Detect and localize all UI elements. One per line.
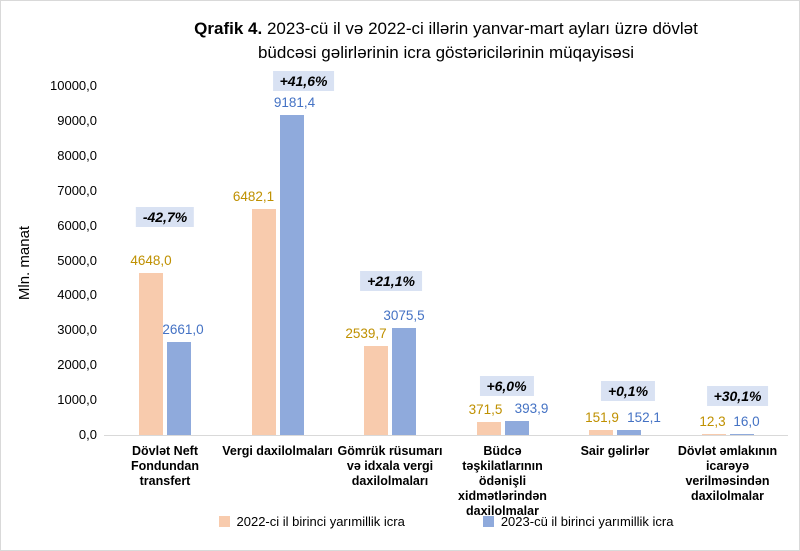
change-badge-cat2: +41,6% — [272, 71, 335, 91]
category-label-3: Gömrük rüsumarı və idxala vergi daxilolm… — [337, 444, 443, 488]
y-tick-label: 5000,0 — [57, 252, 97, 268]
value-label-series2-cat1: 2661,0 — [162, 322, 204, 337]
bar-series1-cat4 — [476, 422, 501, 435]
bar-series2-cat3 — [392, 328, 416, 435]
chart-title-line1: Qrafik 4. 2023-cü il və 2022-ci illərin … — [104, 17, 788, 41]
change-badge-cat5: +0,1% — [600, 381, 656, 401]
chart-title-prefix: Qrafik 4. — [194, 19, 263, 38]
y-tick-label: 3000,0 — [57, 322, 97, 338]
bar-series1-cat3 — [364, 346, 388, 435]
category-label-4: Büdcə təşkilatlarının ödənişli xidmətlər… — [458, 444, 547, 518]
value-label-series2-cat2: 9181,4 — [273, 95, 316, 110]
legend-item-series1: 2022-ci il birinci yarımillik icra — [218, 514, 405, 529]
y-tick-label: 10000,0 — [50, 78, 97, 93]
legend-label-series2: 2023-cü il birinci yarımillik icra — [500, 514, 674, 529]
legend: 2022-ci il birinci yarımillik icra 2023-c… — [104, 514, 788, 529]
bar-series2-cat1 — [167, 342, 191, 435]
y-tick-label: 7000,0 — [57, 182, 97, 198]
change-badge-cat1: -42,7% — [135, 207, 195, 227]
y-tick-label: 0,0 — [78, 427, 97, 442]
value-label-series1-cat4: 371,5 — [468, 402, 503, 417]
category-label-2: Vergi daxilolmaları — [222, 444, 333, 458]
change-badge-cat4: +6,0% — [479, 376, 534, 396]
value-label-series2-cat6: 16,0 — [733, 414, 760, 429]
chart-title: Qrafik 4. 2023-cü il və 2022-ci illərin … — [104, 17, 788, 65]
chart-title-line1-rest: 2023-cü il və 2022-ci illərin yanvar-mar… — [266, 19, 698, 38]
category-label-6: Dövlət əmlakının icarəyə verilməsindən d… — [677, 444, 778, 503]
legend-label-series1: 2022-ci il birinci yarımillik icra — [236, 514, 405, 529]
bar-series1-cat2 — [251, 209, 276, 435]
y-tick-label: 4000,0 — [57, 287, 97, 303]
value-label-series2-cat4: 393,9 — [514, 401, 549, 416]
bar-series1-cat5 — [589, 430, 613, 435]
legend-swatch-series2 — [482, 516, 494, 527]
bar-series2-cat5 — [617, 430, 641, 435]
value-label-series2-cat5: 152,1 — [627, 410, 661, 425]
bar-series2-cat2 — [279, 115, 304, 435]
bar-series2-cat4 — [504, 421, 529, 435]
change-badge-cat3: +21,1% — [360, 271, 422, 291]
bar-series2-cat6 — [729, 434, 754, 435]
y-tick-label: 2000,0 — [57, 357, 97, 373]
y-tick-label: 9000,0 — [57, 112, 97, 128]
value-label-series2-cat3: 3075,5 — [383, 308, 425, 323]
y-tick-label: 1000,0 — [57, 392, 97, 408]
category-label-1: Dövlət Neft Fondundan transfert — [130, 444, 200, 488]
chart-title-line2: büdcəsi gəlirlərinin icra göstəricilərin… — [257, 43, 635, 62]
value-label-series1-cat1: 4648,0 — [130, 253, 172, 268]
value-label-series1-cat3: 2539,7 — [345, 326, 387, 341]
bar-series1-cat1 — [139, 273, 163, 435]
category-label-5: Sair gəlirlər — [580, 444, 650, 458]
legend-item-series2: 2023-cü il birinci yarımillik icra — [482, 514, 674, 529]
y-tick-label: 6000,0 — [57, 217, 97, 233]
bar-series1-cat6 — [701, 434, 726, 435]
x-axis-line — [104, 435, 788, 436]
legend-swatch-series1 — [218, 516, 230, 527]
y-tick-label: 8000,0 — [57, 147, 97, 163]
value-label-series1-cat2: 6482,1 — [232, 189, 275, 204]
value-label-series1-cat5: 151,9 — [585, 410, 619, 425]
change-badge-cat6: +30,1% — [706, 386, 769, 406]
value-label-series1-cat6: 12,3 — [699, 414, 726, 429]
